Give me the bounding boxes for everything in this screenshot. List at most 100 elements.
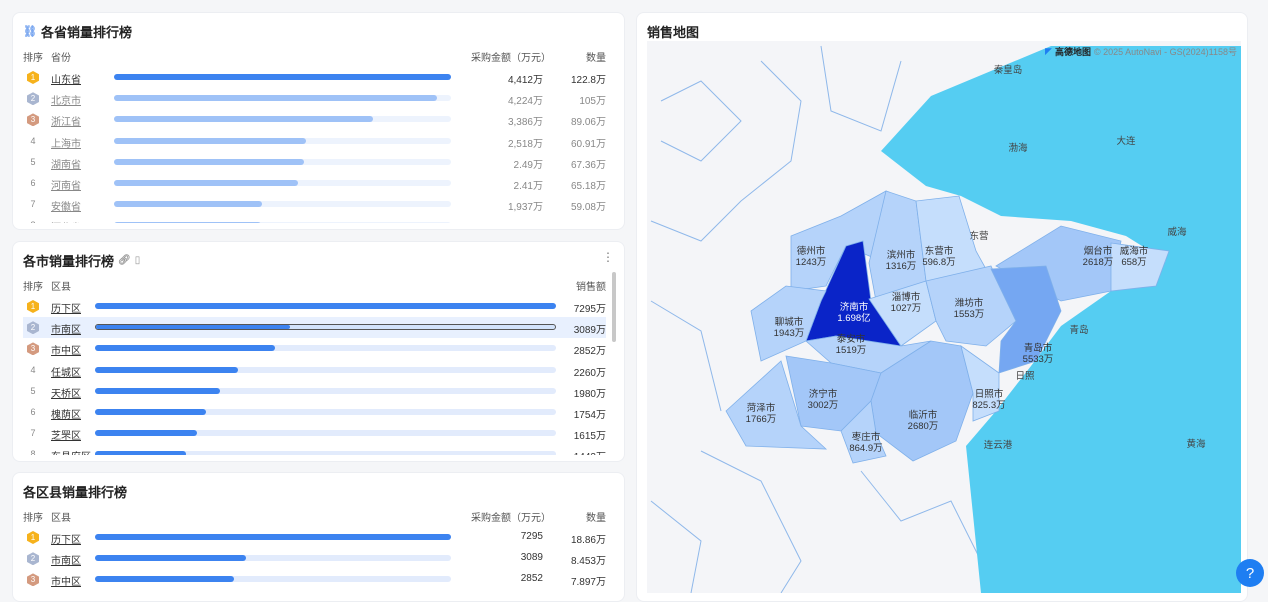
- table-row[interactable]: 8 河北省 1.92万 52.44万: [23, 215, 606, 223]
- help-button[interactable]: ?: [1236, 559, 1264, 587]
- rank-badge: 3: [27, 113, 39, 127]
- city-label: 日照市: [975, 388, 1004, 400]
- header-qty: 数量: [586, 53, 606, 64]
- table-row[interactable]: 4 上海市 2,518万 60.91万: [23, 131, 606, 152]
- copy-icon[interactable]: ▯: [134, 255, 141, 266]
- city-value: 3002万: [808, 400, 839, 411]
- table-row[interactable]: 1 历下区 7295万: [23, 296, 606, 317]
- sales-map[interactable]: 德州市 1243万 滨州市 1316万 东营市 596.8万 烟台市 2618万 威海市 658万…: [647, 41, 1241, 593]
- progress-fill: [95, 534, 451, 540]
- scrollbar[interactable]: [612, 272, 616, 342]
- city-value: 1553万: [954, 309, 985, 320]
- progress-fill: [95, 451, 187, 455]
- table-row[interactable]: 2 市南区 3089万: [23, 317, 606, 339]
- amount-value: 3089: [520, 552, 543, 564]
- amount-value: 2.41万: [513, 180, 543, 192]
- place-label: 连云港: [984, 439, 1013, 451]
- qty-value: 67.36万: [570, 159, 606, 171]
- table-row[interactable]: 5 湖南省 2.49万 67.36万: [23, 152, 606, 173]
- table-row[interactable]: 2 北京市 4,224万 105万: [23, 88, 606, 109]
- progress-fill: [114, 222, 261, 223]
- city-label: 济宁市: [809, 388, 838, 400]
- city-label: 济南市: [840, 301, 869, 313]
- region-link[interactable]: 东昌府区: [51, 448, 91, 455]
- rank-badge: 2: [27, 321, 39, 335]
- region-link[interactable]: 上海市: [51, 138, 81, 150]
- amount-value: 2,518万: [507, 138, 543, 150]
- table-row[interactable]: 6 槐荫区 1754万: [23, 402, 606, 423]
- region-link[interactable]: 市中区: [51, 346, 81, 358]
- card-title: 各市销量排行榜: [23, 254, 115, 269]
- rank-badge: 6: [30, 177, 36, 188]
- city-value: 1766万: [746, 414, 777, 425]
- place-label: 日照: [1015, 371, 1035, 382]
- region-link[interactable]: 河南省: [51, 180, 81, 192]
- table-row[interactable]: 7 安徽省 1,937万 59.08万: [23, 194, 606, 215]
- table-row[interactable]: 5 天桥区 1980万: [23, 381, 606, 402]
- rank-badge: 4: [30, 364, 36, 375]
- table-row[interactable]: 3 市中区 2852万: [23, 338, 606, 359]
- progress-bar: [114, 158, 451, 165]
- header-rank: 排序: [23, 282, 43, 293]
- amount-value: 7295: [520, 531, 543, 542]
- place-label: 秦皇岛: [994, 64, 1023, 76]
- region-link[interactable]: 安徽省: [51, 202, 81, 214]
- region-link[interactable]: 市中区: [51, 577, 81, 589]
- amount-value: 4,224万: [507, 96, 543, 108]
- region-link[interactable]: 天桥区: [51, 388, 81, 400]
- region-link[interactable]: 市南区: [51, 325, 81, 337]
- progress-bar: [95, 345, 556, 352]
- region-link[interactable]: 槐荫区: [51, 409, 81, 421]
- table-row[interactable]: 1 山东省 4,412万 122.8万: [23, 67, 606, 88]
- city-label: 烟台市: [1084, 245, 1113, 257]
- rank-badge: 6: [30, 406, 36, 417]
- region-link[interactable]: 北京市: [51, 96, 81, 108]
- table-row[interactable]: 7 芝罘区 1615万: [23, 423, 606, 444]
- progress-bar: [95, 366, 556, 373]
- amount-value: 1443万: [574, 448, 606, 455]
- region-link[interactable]: 湖南省: [51, 159, 81, 171]
- progress-bar: [95, 451, 556, 455]
- table-row[interactable]: 1 历下区 7295 18.86万: [23, 527, 606, 548]
- progress-fill: [114, 95, 437, 102]
- region-link[interactable]: 历下区: [51, 535, 81, 546]
- region-link[interactable]: 历下区: [51, 304, 81, 315]
- amount-value: 1615万: [573, 431, 606, 443]
- rank-badge: 3: [27, 573, 39, 587]
- rank-badge: 7: [30, 428, 36, 439]
- link-icon[interactable]: 🔗︎: [118, 255, 131, 266]
- amount-value: 3089万: [573, 325, 606, 337]
- progress-fill: [95, 408, 206, 415]
- sales-map-card: 销售地图: [636, 12, 1248, 602]
- more-menu-icon[interactable]: ⋮: [602, 250, 614, 264]
- place-label: 东营: [969, 230, 988, 242]
- region-link[interactable]: 山东省: [51, 75, 81, 86]
- region-link[interactable]: 任城区: [51, 367, 81, 379]
- region-link[interactable]: 河北省: [51, 219, 81, 223]
- rank-badge: 3: [27, 342, 39, 356]
- region-link[interactable]: 浙江省: [51, 117, 81, 129]
- table-row[interactable]: 8 东昌府区 1443万: [23, 444, 606, 455]
- progress-bar: [114, 137, 451, 144]
- amount-value: 7295万: [573, 304, 606, 315]
- place-label: 青岛: [1069, 324, 1088, 336]
- amount-value: 2.49万: [513, 159, 543, 171]
- province-rank-card: ⛓ 各省销量排行榜 排序 省份 采购金额（万元） 数量 1 山东省 4,412万 122…: [12, 12, 625, 230]
- table-row[interactable]: 3 市中区 2852 7.897万: [23, 569, 606, 590]
- region-link[interactable]: 市南区: [51, 556, 81, 568]
- table-row[interactable]: 2 市南区 3089 8.453万: [23, 548, 606, 569]
- progress-bar: [95, 303, 556, 309]
- table-row[interactable]: 6 河南省 2.41万 65.18万: [23, 173, 606, 194]
- progress-fill: [95, 366, 238, 373]
- table-row[interactable]: 4 任城区 2260万: [23, 360, 606, 381]
- region-link[interactable]: 芝罘区: [51, 431, 81, 443]
- attribution-text: © 2025 AutoNavi - GS(2024)1158号: [1093, 47, 1237, 57]
- amount-value: 1.92万: [514, 219, 543, 223]
- table-row[interactable]: 3 浙江省 3,386万 89.06万: [23, 109, 606, 130]
- progress-bar: [95, 555, 451, 562]
- place-label: 威海: [1167, 226, 1187, 238]
- progress-bar: [95, 534, 451, 540]
- progress-fill: [114, 201, 262, 208]
- progress-fill: [96, 325, 291, 330]
- city-label: 枣庄市: [852, 431, 881, 443]
